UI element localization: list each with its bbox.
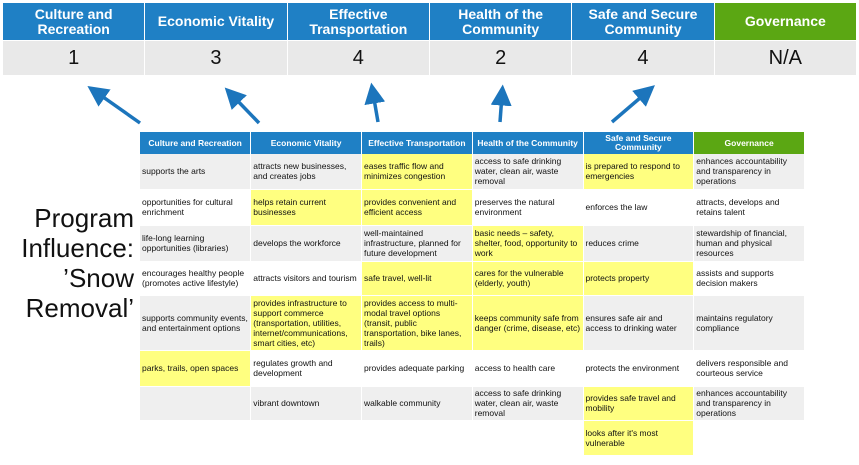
table-cell bbox=[472, 420, 584, 456]
header-score: 4 bbox=[572, 40, 715, 75]
header-category: Effective Transportation bbox=[287, 3, 430, 40]
table-cell: cares for the vulnerable (elderly, youth… bbox=[472, 261, 584, 296]
table-cell bbox=[140, 386, 252, 421]
table-cell: access to health care bbox=[472, 350, 584, 387]
header-score: 1 bbox=[3, 40, 146, 75]
table-row: supports community events, and entertain… bbox=[140, 295, 805, 351]
table-cell: access to safe drinking water, clean air… bbox=[472, 386, 584, 421]
table-cell: reduces crime bbox=[583, 225, 695, 262]
table-cell bbox=[361, 420, 473, 456]
table-cell: enhances accountability and transparency… bbox=[693, 154, 805, 190]
table-cell: basic needs – safety, shelter, food, opp… bbox=[472, 225, 584, 262]
program-influence-label: Program Influence: ’Snow Removal’ bbox=[0, 203, 134, 323]
table-cell: attracts visitors and tourism bbox=[250, 261, 362, 296]
table-header: Governance bbox=[693, 132, 805, 154]
table-cell: attracts new businesses, and creates job… bbox=[250, 154, 362, 190]
label-line: Program bbox=[34, 203, 134, 233]
table-cell: provides safe travel and mobility bbox=[583, 386, 695, 421]
table-cell: looks after it's most vulnerable bbox=[583, 420, 695, 456]
header-score: 4 bbox=[287, 40, 430, 75]
arrow-icon bbox=[490, 84, 512, 123]
table-cell: enforces the law bbox=[583, 189, 695, 226]
influence-table: Culture and Recreation Economic Vitality E… bbox=[140, 132, 805, 456]
table-cell: regulates growth and development bbox=[250, 350, 362, 387]
header-category: Safe and Secure Community bbox=[572, 3, 715, 40]
table-cell: stewardship of financial, human and phys… bbox=[693, 225, 805, 262]
table-cell: attracts, develops and retains talent bbox=[693, 189, 805, 226]
table-row: parks, trails, open spaces regulates grow… bbox=[140, 350, 805, 387]
table-cell: provides infrastructure to support comme… bbox=[250, 295, 362, 351]
arrow-icon bbox=[87, 85, 142, 125]
table-cell: eases traffic flow and minimizes congest… bbox=[361, 154, 473, 190]
header-score: 3 bbox=[145, 40, 288, 75]
table-cell: provides access to multi-modal travel op… bbox=[361, 295, 473, 351]
table-cell: develops the workforce bbox=[250, 225, 362, 262]
table-cell: well-maintained infrastructure, planned … bbox=[361, 225, 473, 262]
table-cell: protects property bbox=[583, 261, 695, 296]
table-cell: parks, trails, open spaces bbox=[140, 350, 252, 387]
table-header: Culture and Recreation bbox=[140, 132, 252, 154]
table-cell: maintains regulatory compliance bbox=[693, 295, 805, 351]
table-row: opportunities for cultural enrichment hel… bbox=[140, 189, 805, 226]
table-header: Economic Vitality bbox=[250, 132, 362, 154]
table-cell bbox=[693, 420, 805, 456]
table-cell: encourages healthy people (promotes acti… bbox=[140, 261, 252, 296]
table-cell bbox=[250, 420, 362, 456]
table-row: life-long learning opportunities (librar… bbox=[140, 225, 805, 262]
label-line: Removal’ bbox=[25, 293, 134, 323]
score-header: Culture and Recreation 1 Economic Vitality… bbox=[3, 3, 857, 75]
table-cell: life-long learning opportunities (librar… bbox=[140, 225, 252, 262]
table-cell: assists and supports decision makers bbox=[693, 261, 805, 296]
table-cell: safe travel, well-lit bbox=[361, 261, 473, 296]
table-header: Safe and Secure Community bbox=[583, 132, 695, 154]
header-score: N/A bbox=[714, 40, 857, 75]
header-category: Governance bbox=[714, 3, 857, 40]
table-cell: provides adequate parking bbox=[361, 350, 473, 387]
table-cell bbox=[140, 420, 252, 456]
table-header: Health of the Community bbox=[472, 132, 584, 154]
table-row: encourages healthy people (promotes acti… bbox=[140, 261, 805, 296]
table-cell: enhances accountability and transparency… bbox=[693, 386, 805, 421]
table-cell: ensures safe air and access to drinking … bbox=[583, 295, 695, 351]
table-cell: supports the arts bbox=[140, 154, 252, 190]
label-line: ’Snow bbox=[63, 263, 134, 293]
arrow-icon bbox=[364, 82, 386, 123]
table-cell: preserves the natural environment bbox=[472, 189, 584, 226]
table-cell: opportunities for cultural enrichment bbox=[140, 189, 252, 226]
arrow-icon bbox=[610, 85, 655, 124]
table-cell: provides convenient and efficient access bbox=[361, 189, 473, 226]
table-row: looks after it's most vulnerable bbox=[140, 420, 805, 456]
header-score: 2 bbox=[429, 40, 573, 75]
arrow-icon bbox=[224, 87, 261, 125]
header-category: Health of the Community bbox=[429, 3, 573, 40]
table-cell: vibrant downtown bbox=[250, 386, 362, 421]
header-category: Economic Vitality bbox=[145, 3, 288, 40]
table-row: supports the arts attracts new businesses… bbox=[140, 154, 805, 190]
table-cell: protects the environment bbox=[583, 350, 695, 387]
table-cell: helps retain current businesses bbox=[250, 189, 362, 226]
table-cell: walkable community bbox=[361, 386, 473, 421]
label-line: Influence: bbox=[21, 233, 134, 263]
table-cell: keeps community safe from danger (crime,… bbox=[472, 295, 584, 351]
header-category: Culture and Recreation bbox=[3, 3, 146, 40]
table-cell: is prepared to respond to emergencies bbox=[583, 154, 695, 190]
table-cell: access to safe drinking water, clean air… bbox=[472, 154, 584, 190]
table-cell: delivers responsible and courteous servi… bbox=[693, 350, 805, 387]
table-cell: supports community events, and entertain… bbox=[140, 295, 252, 351]
table-header: Effective Transportation bbox=[361, 132, 473, 154]
table-row: vibrant downtown walkable community access… bbox=[140, 386, 805, 421]
